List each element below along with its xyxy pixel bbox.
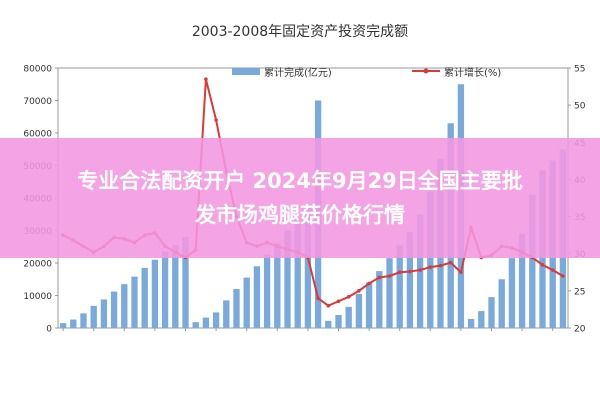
y-left-tick-label: 60000 (23, 130, 52, 140)
overlay-banner: 专业合法配资开户 2024年9月29日全国主要批 发市场鸡腿菇价格行情 (0, 138, 600, 258)
x-axis (62, 328, 554, 331)
bar (131, 276, 138, 328)
legend-bar-label: 累计完成(亿元) (264, 66, 332, 79)
banner-line-1: 专业合法配资开户 2024年9月29日全国主要批 (77, 169, 523, 193)
growth-point (377, 275, 382, 280)
growth-point (204, 77, 208, 81)
bar (202, 317, 210, 328)
growth-point (336, 299, 341, 304)
y-right-tick-label: 20 (574, 325, 586, 335)
growth-point (214, 118, 218, 122)
bar (80, 313, 87, 328)
bar (396, 245, 403, 328)
bar (335, 315, 342, 328)
y-left-tick-label: 20000 (23, 260, 52, 270)
bar (488, 297, 495, 328)
bar (376, 271, 383, 328)
bar (284, 230, 291, 328)
bar (274, 243, 281, 328)
bar (161, 251, 169, 328)
bar (467, 318, 475, 328)
bar (294, 219, 301, 328)
bar (406, 232, 414, 328)
growth-point (428, 265, 433, 269)
bar (498, 279, 505, 328)
growth-point (357, 289, 361, 293)
legend-line-marker (423, 68, 429, 74)
y-left-tick-label: 10000 (23, 292, 52, 302)
bar (478, 311, 485, 328)
growth-point (438, 263, 443, 268)
legend-line-label: 累计增长(%) (444, 66, 501, 79)
bar (304, 206, 312, 328)
bar (427, 191, 434, 328)
banner-line-2: 发市场鸡腿菇价格行情 (195, 203, 405, 227)
growth-point (326, 303, 331, 308)
bar (508, 258, 516, 328)
bar (325, 320, 332, 328)
growth-point (397, 270, 402, 275)
bar (365, 282, 373, 328)
growth-point (550, 268, 555, 272)
bar (90, 305, 97, 328)
bar (182, 237, 189, 328)
bar (263, 254, 271, 328)
growth-point (367, 281, 371, 286)
growth-point (408, 269, 412, 274)
growth-point (459, 270, 463, 275)
bar (172, 245, 179, 328)
bar (253, 266, 261, 328)
bar (141, 267, 148, 328)
growth-point (540, 263, 545, 267)
bar (386, 258, 393, 328)
y-right-tick-label: 55 (574, 65, 585, 75)
bar (110, 291, 118, 328)
bar (192, 322, 199, 328)
bar (529, 194, 536, 328)
y-right-tick-label: 50 (574, 102, 586, 112)
bar (70, 319, 77, 328)
bar (121, 284, 128, 328)
legend-bar-swatch (232, 68, 260, 75)
bar (243, 277, 250, 328)
y-left-tick-label: 0 (46, 325, 52, 335)
growth-point (448, 260, 453, 265)
bar (345, 306, 352, 328)
growth-point (418, 268, 422, 272)
y-left-tick-label: 80000 (23, 65, 52, 75)
growth-point (346, 295, 351, 299)
y-right-tick-label: 25 (574, 287, 585, 297)
bar (151, 259, 159, 328)
growth-point (387, 274, 392, 278)
bar (100, 299, 108, 328)
bar (233, 289, 240, 328)
growth-point (561, 274, 565, 278)
bar (212, 312, 220, 328)
chart-title: 2003-2008年固定资产投资完成额 (192, 24, 408, 40)
growth-point (316, 296, 320, 301)
bar (355, 293, 363, 328)
bar (223, 300, 230, 328)
bar (518, 233, 526, 328)
y-left-tick-label: 70000 (23, 97, 52, 107)
bar (59, 323, 67, 328)
